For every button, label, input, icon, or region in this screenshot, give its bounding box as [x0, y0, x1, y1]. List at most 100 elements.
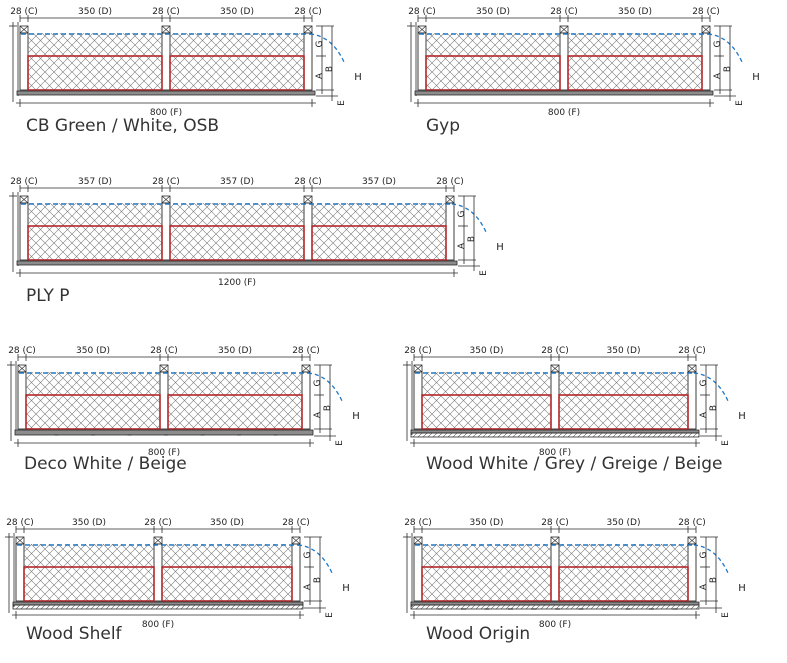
dimension-letter-g: G — [303, 551, 313, 558]
insulation-upper — [559, 372, 688, 395]
bay-dimension-label: 350 (D) — [607, 518, 641, 528]
dimension-letter-g: G — [313, 379, 323, 386]
stud-dimension-label: 28 (C) — [152, 177, 180, 187]
stud-dimension-label: 28 (C) — [408, 7, 436, 17]
stud — [159, 371, 169, 430]
stud-cap-cross — [413, 536, 423, 545]
stud-cap-cross — [19, 195, 29, 204]
caption-wood-origin: Wood Origin — [426, 624, 531, 644]
finish-board — [414, 90, 714, 96]
insulation-upper — [422, 372, 551, 395]
dimension-letter-g: G — [457, 210, 467, 217]
dimension-letter-a: A — [315, 72, 325, 79]
wood-board — [410, 432, 700, 438]
vapour-curve — [451, 203, 487, 233]
vapour-curve — [693, 372, 729, 402]
dimension-letter-b: B — [313, 577, 323, 583]
dimension-letter-b: B — [709, 405, 719, 411]
finish-board — [410, 429, 700, 434]
dimension-letter-a: A — [457, 242, 467, 249]
dimension-letter-b: B — [325, 66, 335, 72]
stud — [301, 371, 311, 430]
total-dimension-label: 1200 (F) — [218, 278, 256, 288]
caption-wood-white: Wood White / Grey / Greige / Beige — [426, 454, 723, 474]
insulation-lower — [27, 225, 163, 261]
panel-ply-p: 28 (C) 28 (C) 28 (C) 28 (C) 357 (D) 357 (D) 35… — [9, 177, 504, 288]
bay-dimension-label: 350 (D) — [210, 518, 244, 528]
insulation-upper — [426, 33, 560, 56]
stud-cap-cross — [687, 536, 697, 545]
insulation-upper — [28, 33, 162, 56]
stud-cap-cross — [413, 364, 423, 373]
dimension-letter-h: H — [752, 72, 760, 83]
bay-dimension-label: 350 (D) — [78, 7, 112, 17]
stud-dimension-label: 28 (C) — [6, 518, 34, 528]
total-dimension-label: 800 (F) — [142, 620, 174, 630]
stud-cap-cross — [19, 25, 29, 34]
insulation-lower — [421, 394, 552, 430]
insulation-lower — [27, 55, 163, 91]
vapour-curve — [297, 544, 333, 574]
dimension-letter-e: E — [735, 100, 745, 106]
stud-dimension-label: 28 (C) — [294, 7, 322, 17]
stud-dimension-label: 28 (C) — [404, 346, 432, 356]
stud — [417, 32, 427, 91]
stud-cap-cross — [550, 536, 560, 545]
stud-dimension-label: 28 (C) — [541, 346, 569, 356]
finish-board — [410, 601, 700, 606]
stud-dimension-label: 28 (C) — [152, 7, 180, 17]
bay-dimension-label: 357 (D) — [362, 177, 396, 187]
dimension-letter-b: B — [323, 405, 333, 411]
bay-dimension-label: 350 (D) — [476, 7, 510, 17]
stud — [19, 202, 29, 261]
dimension-letter-h: H — [354, 72, 362, 83]
insulation-lower — [558, 566, 689, 602]
finish-board — [16, 260, 458, 266]
stud-cap-cross — [161, 25, 171, 34]
insulation-lower — [421, 566, 552, 602]
stud-cap-cross — [15, 536, 25, 545]
total-dimension-label: 800 (F) — [539, 620, 571, 630]
insulation-lower — [311, 225, 447, 261]
stud-dimension-label: 28 (C) — [541, 518, 569, 528]
vapour-curve — [707, 33, 743, 63]
dimension-letter-e: E — [337, 100, 347, 106]
total-dimension-label: 800 (F) — [548, 108, 580, 118]
stud — [161, 202, 171, 261]
bay-dimension-label: 350 (D) — [72, 518, 106, 528]
stud — [19, 32, 29, 91]
stud-dimension-label: 28 (C) — [282, 518, 310, 528]
stud — [303, 202, 313, 261]
stud-cap-cross — [550, 364, 560, 373]
insulation-lower — [558, 394, 689, 430]
bay-dimension-label: 350 (D) — [220, 7, 254, 17]
dimension-letter-g: G — [699, 551, 709, 558]
stud-dimension-label: 28 (C) — [150, 346, 178, 356]
insulation-lower — [167, 394, 303, 430]
stud — [687, 543, 697, 602]
vapour-curve — [307, 372, 343, 402]
bay-dimension-label: 357 (D) — [78, 177, 112, 187]
finish-board — [12, 601, 304, 606]
bay-dimension-label: 350 (D) — [470, 346, 504, 356]
stud — [687, 371, 697, 430]
stud-dimension-label: 28 (C) — [8, 346, 36, 356]
vapour-curve — [309, 33, 345, 63]
stud — [413, 543, 423, 602]
finish-board — [16, 90, 316, 96]
bay-dimension-label: 350 (D) — [607, 346, 641, 356]
bay-dimension-label: 350 (D) — [618, 7, 652, 17]
dimension-letter-h: H — [738, 411, 746, 422]
panel-deco: 28 (C) 28 (C) 28 (C) 350 (D) 350 (D) 800 (F) G… — [7, 346, 360, 458]
dimension-letter-a: A — [713, 72, 723, 79]
dimension-letter-e: E — [335, 440, 345, 446]
stud-cap-cross — [559, 25, 569, 34]
total-dimension-label: 800 (F) — [148, 448, 180, 458]
stud — [303, 32, 313, 91]
caption-cb-green: CB Green / White, OSB — [26, 116, 220, 136]
dimension-letter-a: A — [699, 411, 709, 418]
stud-dimension-label: 28 (C) — [144, 518, 172, 528]
vapour-curve — [693, 544, 729, 574]
insulation-lower — [161, 566, 293, 602]
stud — [413, 371, 423, 430]
